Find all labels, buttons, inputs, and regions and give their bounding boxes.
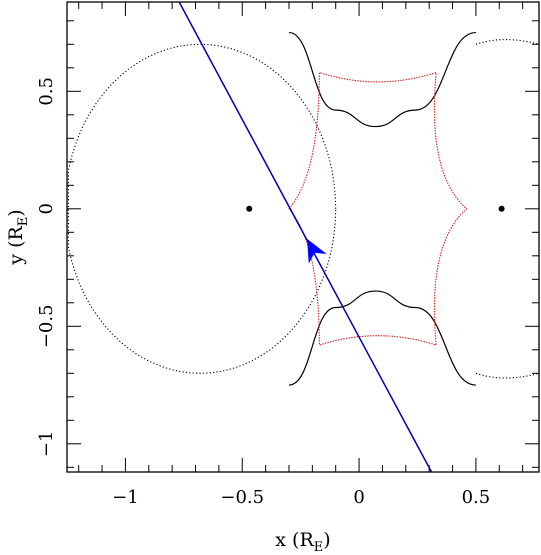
plot-frame (66, 1, 540, 473)
x-tick-label: −0.5 (220, 487, 264, 508)
axis-ticks (67, 2, 539, 472)
tick-labels: −1 −0.5 0 0.5 −1 −0.5 0 0.5 (36, 77, 490, 508)
y-axis-label-close: ) (5, 209, 27, 216)
x-axis-label-close: ) (323, 529, 330, 551)
y-axis-label: y (RE) (5, 209, 31, 265)
x-axis-label-main: x (R (275, 529, 314, 551)
lens-point (498, 205, 505, 212)
caustic-curve (288, 71, 468, 346)
x-axis-label: x (RE) (275, 529, 330, 555)
x-tick-label: −1 (112, 487, 139, 508)
critical-curve-left-lobe (67, 43, 337, 374)
y-tick-label: 0 (36, 203, 57, 214)
y-tick-label: 0.5 (36, 77, 57, 106)
critical-curve-right-bottom (475, 372, 540, 379)
y-axis-label-main: y (R (5, 226, 27, 266)
lens-point (246, 205, 253, 212)
critical-curve-right-top (475, 39, 540, 45)
x-tick-label: 0 (353, 487, 364, 508)
plot-curves (67, 1, 540, 473)
y-tick-label: −1 (36, 431, 57, 458)
critical-curve-lower (288, 290, 476, 386)
y-tick-label: −0.5 (36, 304, 57, 348)
x-tick-label: 0.5 (462, 487, 491, 508)
x-axis-label-sub: E (314, 540, 324, 555)
direction-arrow (307, 238, 327, 264)
y-axis-label-sub: E (16, 217, 31, 227)
critical-curve-upper (288, 31, 476, 128)
source-trajectory (178, 1, 433, 473)
